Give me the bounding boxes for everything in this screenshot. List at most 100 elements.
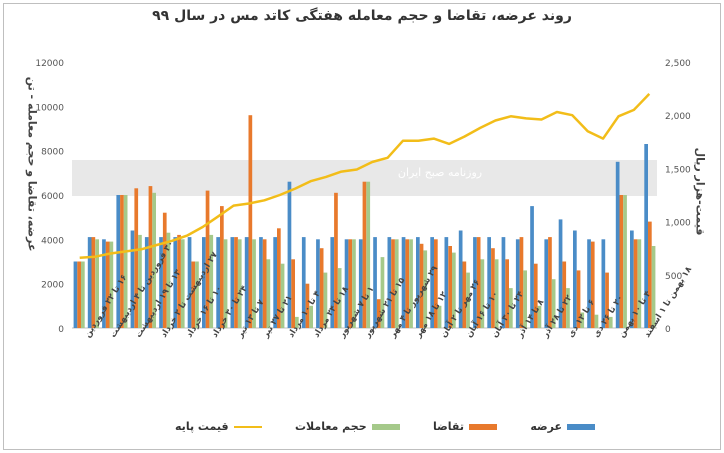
bar-demand	[505, 259, 509, 328]
bar-supply	[573, 230, 577, 328]
bar-demand	[220, 206, 224, 328]
bar-volume	[466, 272, 470, 328]
chart-title: روند عرضه، تقاضا و حجم معامله هفتگی کاتد…	[152, 8, 572, 24]
bar-demand	[134, 188, 139, 328]
bar-demand	[519, 237, 524, 328]
bar-supply	[458, 230, 463, 328]
legend-swatch-demand	[468, 423, 497, 430]
bar-supply	[159, 237, 163, 328]
bar-volume	[394, 239, 399, 328]
bar-demand	[576, 270, 581, 328]
y2-tick-label: 2,000	[665, 112, 691, 122]
bar-volume	[280, 263, 285, 328]
bar-demand	[262, 239, 267, 328]
bar-volume	[352, 239, 356, 328]
bar-demand	[305, 283, 310, 328]
legend-swatch-volume	[371, 423, 400, 430]
bar-volume	[252, 239, 256, 328]
bar-volume	[523, 270, 527, 328]
bar-demand	[376, 299, 381, 328]
bar-volume	[423, 250, 428, 328]
bar-supply	[287, 181, 292, 328]
bar-volume	[566, 288, 570, 328]
bar-volume	[323, 272, 328, 328]
y-tick-label: 12000	[35, 59, 64, 69]
legend-swatch-supply	[567, 423, 595, 430]
y-tick-label: 4000	[41, 236, 64, 246]
bar-volume	[180, 239, 185, 328]
legend-item-volume: حجم معاملات	[295, 420, 400, 433]
bar-volume	[551, 279, 556, 328]
bar-volume	[166, 232, 171, 328]
bar-demand	[419, 243, 424, 328]
bar-demand	[319, 248, 324, 328]
bar-volume	[580, 312, 585, 328]
bar-demand	[162, 212, 167, 328]
bar-demand	[590, 241, 595, 328]
bar-supply	[615, 161, 620, 329]
legend-label-volume: حجم معاملات	[294, 420, 367, 433]
bar-supply	[102, 239, 106, 328]
bar-supply	[530, 206, 534, 328]
bar-volume	[637, 239, 642, 328]
y2-tick-label: 2,500	[665, 59, 691, 69]
bar-demand	[491, 248, 495, 328]
bar-demand	[105, 241, 110, 328]
bar-demand	[362, 181, 367, 328]
bar-supply	[373, 237, 377, 328]
bar-demand	[191, 261, 196, 328]
bar-demand	[562, 261, 567, 328]
y-tick-label: 6000	[41, 192, 64, 202]
bar-supply	[430, 237, 434, 328]
bar-demand	[405, 239, 410, 328]
bar-volume	[452, 252, 456, 328]
bar-demand	[548, 237, 552, 328]
bar-supply	[216, 237, 220, 328]
bar-supply	[301, 237, 306, 328]
bar-supply	[116, 195, 121, 328]
y2-tick-label: 1,000	[665, 219, 691, 229]
bar-supply	[416, 237, 420, 328]
bar-volume	[223, 239, 228, 328]
y-tick-label: 2000	[41, 281, 64, 291]
bar-supply	[601, 239, 606, 328]
bar-volume	[109, 241, 114, 328]
bar-supply	[316, 239, 320, 328]
bar-volume	[81, 261, 85, 328]
bar-volume	[366, 181, 371, 328]
bar-volume	[337, 268, 342, 328]
bar-volume	[309, 305, 313, 328]
bar-demand	[462, 261, 467, 328]
legend-label-demand: تقاضا	[433, 420, 464, 433]
bar-supply	[544, 239, 549, 328]
bar-demand	[605, 272, 609, 328]
bar-supply	[187, 237, 192, 328]
bar-demand	[348, 239, 353, 328]
bar-volume	[195, 261, 199, 328]
watermark-label: روزنامه صبح ایران	[398, 166, 482, 179]
y2-tick-label: 1,500	[665, 165, 691, 175]
y-tick-label: 0	[58, 325, 64, 335]
bar-demand	[91, 237, 96, 328]
bar-volume	[295, 316, 299, 328]
bar-supply	[587, 239, 591, 328]
bar-demand	[648, 221, 652, 328]
bar-demand	[633, 239, 638, 328]
bar-supply	[387, 237, 392, 328]
bar-volume	[509, 288, 513, 328]
bar-supply	[73, 261, 78, 328]
bar-volume	[494, 259, 499, 328]
bar-demand	[334, 192, 338, 328]
bar-supply	[358, 239, 363, 328]
y2-tick-label: 0	[665, 325, 671, 335]
bar-demand	[148, 186, 153, 328]
bar-supply	[644, 144, 648, 328]
bar-volume	[209, 234, 214, 328]
bar-supply	[344, 239, 349, 328]
bar-volume	[623, 195, 627, 328]
bar-supply	[87, 237, 92, 328]
bar-supply	[273, 237, 277, 328]
bar-volume	[537, 305, 542, 328]
bar-demand	[277, 228, 281, 329]
